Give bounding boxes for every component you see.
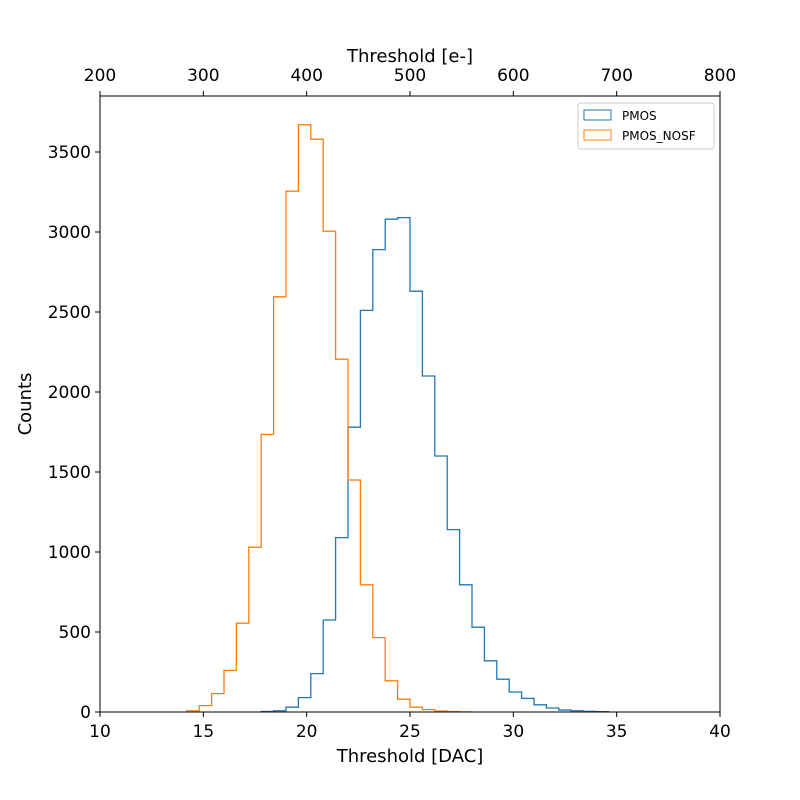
- y-tick-label: 1000: [48, 543, 91, 563]
- y-tick-label: 500: [59, 623, 91, 643]
- x-tick-label: 15: [193, 722, 215, 742]
- series-layer: [186, 124, 610, 713]
- legend-label-pmos-nosf: PMOS_NOSF: [622, 129, 696, 143]
- x-tick-label: 25: [399, 722, 421, 742]
- plot-frame: [99, 95, 721, 713]
- top-x-tick-label: 800: [704, 66, 736, 86]
- top-x-tick-label: 500: [394, 66, 426, 86]
- top-x-tick-label: 200: [84, 66, 116, 86]
- y-tick-label: 3000: [48, 223, 91, 243]
- ticks-layer: 10 15 20 25 30 35 4005001000150020002500300035…: [48, 66, 736, 742]
- y-tick-label: 3500: [48, 143, 91, 163]
- legend-box: [577, 102, 715, 150]
- y-tick-label: 2500: [48, 303, 91, 323]
- top-x-axis-label: Threshold [e-]: [346, 46, 473, 67]
- y-tick-label: 0: [80, 703, 91, 723]
- y-tick-label: 1500: [48, 463, 91, 483]
- x-tick-label: 10: [89, 722, 111, 742]
- top-x-tick-label: 400: [290, 66, 322, 86]
- x-tick-label: 40: [709, 722, 731, 742]
- y-tick-label: 2000: [48, 383, 91, 403]
- legend-swatch-pmos: [583, 109, 612, 121]
- histogram-series-pmos-nosf: [186, 124, 473, 713]
- top-x-tick-label: 300: [187, 66, 219, 86]
- y-axis-label: Counts: [15, 373, 36, 436]
- top-x-tick-label: 600: [497, 66, 529, 86]
- legend-swatch-pmos-nosf: [583, 129, 612, 141]
- histogram-series-pmos: [260, 216, 610, 713]
- legend-label-pmos: PMOS: [622, 109, 657, 123]
- x-tick-label: 30: [503, 722, 525, 742]
- top-x-tick-label: 700: [600, 66, 632, 86]
- x-axis-label: Threshold [DAC]: [336, 746, 484, 767]
- x-tick-label: 20: [296, 722, 318, 742]
- legend: PMOS PMOS_NOSF: [577, 102, 715, 150]
- x-tick-label: 35: [606, 722, 628, 742]
